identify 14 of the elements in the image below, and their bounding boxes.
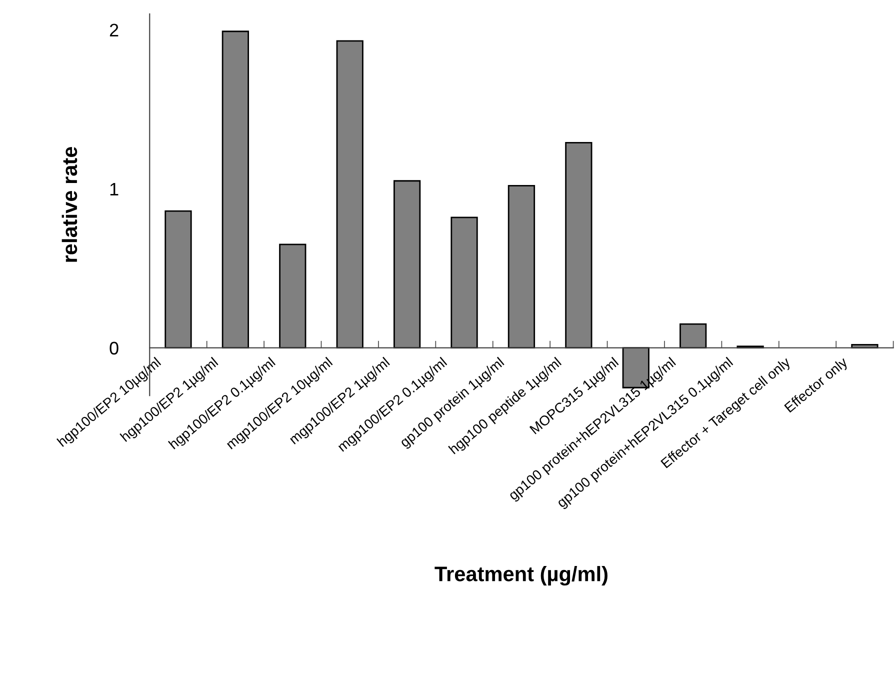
x-axis-title: Treatment (µg/ml) xyxy=(434,566,608,586)
bar xyxy=(393,180,421,349)
bar xyxy=(336,40,364,349)
bar xyxy=(508,184,536,349)
y-tick-label: 1 xyxy=(110,182,118,196)
bar xyxy=(450,216,478,349)
bar xyxy=(164,210,192,349)
bar xyxy=(565,142,592,349)
y-tick-label: 0 xyxy=(110,342,118,355)
bar xyxy=(279,244,306,349)
y-axis-title: relative rate xyxy=(62,146,78,262)
bar xyxy=(222,30,250,349)
y-tick-label: 2 xyxy=(110,24,118,36)
bar xyxy=(680,323,707,349)
